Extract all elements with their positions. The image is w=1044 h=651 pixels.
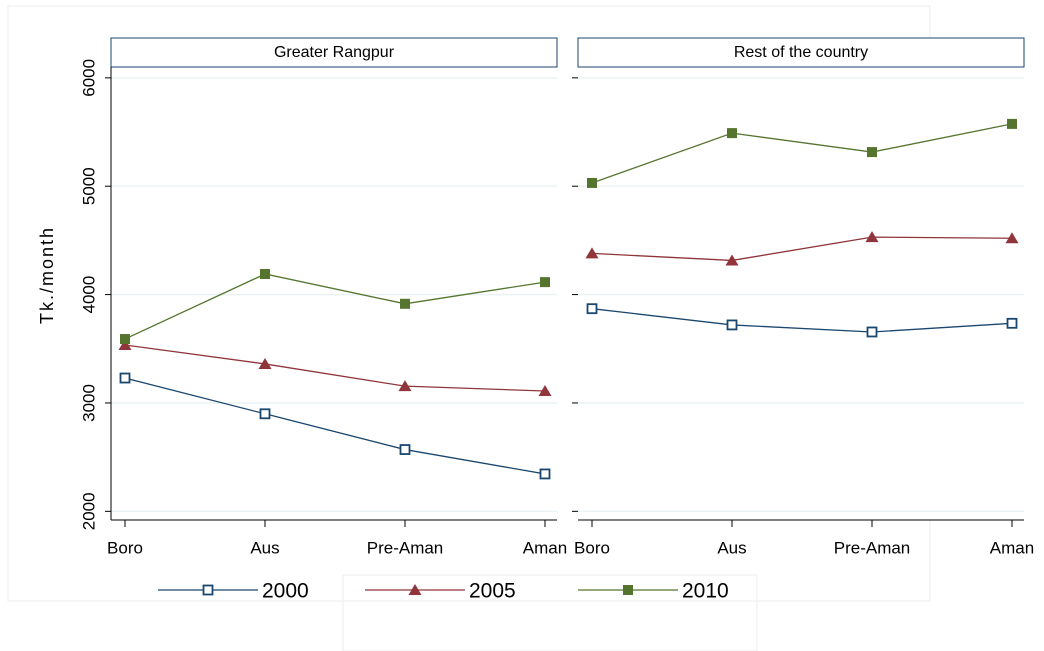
marker <box>119 372 131 384</box>
marker <box>587 177 597 188</box>
marker <box>727 128 737 139</box>
marker <box>400 298 410 309</box>
y-tick-label: 4000 <box>79 276 98 314</box>
marker <box>120 334 130 345</box>
marker <box>866 326 878 338</box>
legend-label: 2010 <box>682 580 729 603</box>
marker <box>725 254 739 266</box>
marker <box>539 468 551 480</box>
x-tick-label: Aman <box>523 538 567 557</box>
marker <box>1006 317 1018 329</box>
series-line <box>591 123 1013 184</box>
y-axis-label: Tk./month <box>37 226 57 324</box>
marker <box>118 338 132 350</box>
x-tick-label: Pre-Aman <box>834 538 911 557</box>
x-tick-label: Aus <box>717 538 746 557</box>
series-line <box>124 273 546 340</box>
series-line <box>124 377 546 475</box>
y-tick-label: 3000 <box>79 384 98 422</box>
legend-label: 2005 <box>469 580 516 603</box>
legend-label: 2000 <box>262 580 309 603</box>
marker <box>865 231 879 243</box>
legend-marker <box>408 584 422 595</box>
y-tick-label: 6000 <box>79 59 98 97</box>
series-line <box>124 344 546 392</box>
y-tick-label: 2000 <box>79 492 98 530</box>
x-tick-label: Aman <box>990 538 1034 557</box>
legend-marker <box>623 585 633 595</box>
legend-marker <box>202 584 214 596</box>
x-tick-label: Pre-Aman <box>367 538 444 557</box>
legend-frame <box>342 574 758 651</box>
marker <box>398 380 412 392</box>
x-tick-label: Boro <box>107 538 143 557</box>
marker <box>586 303 598 315</box>
marker <box>1005 232 1019 244</box>
marker <box>726 319 738 331</box>
y-tick-label: 5000 <box>79 167 98 205</box>
panel-header <box>577 37 1025 68</box>
marker <box>259 408 271 420</box>
marker <box>538 385 552 397</box>
panel-title: Greater Rangpur <box>274 44 395 61</box>
plot-area <box>111 67 557 520</box>
marker <box>540 277 550 288</box>
marker <box>867 147 877 158</box>
panel-header <box>110 37 558 68</box>
marker <box>1007 118 1017 129</box>
x-tick-label: Aus <box>250 538 279 557</box>
marker <box>260 268 270 279</box>
marker <box>399 444 411 455</box>
panel-title: Rest of the country <box>734 44 868 61</box>
x-tick-label: Boro <box>574 538 610 557</box>
series-line <box>591 308 1013 333</box>
marker <box>585 247 599 259</box>
series-line <box>591 236 1013 262</box>
marker <box>258 357 272 369</box>
